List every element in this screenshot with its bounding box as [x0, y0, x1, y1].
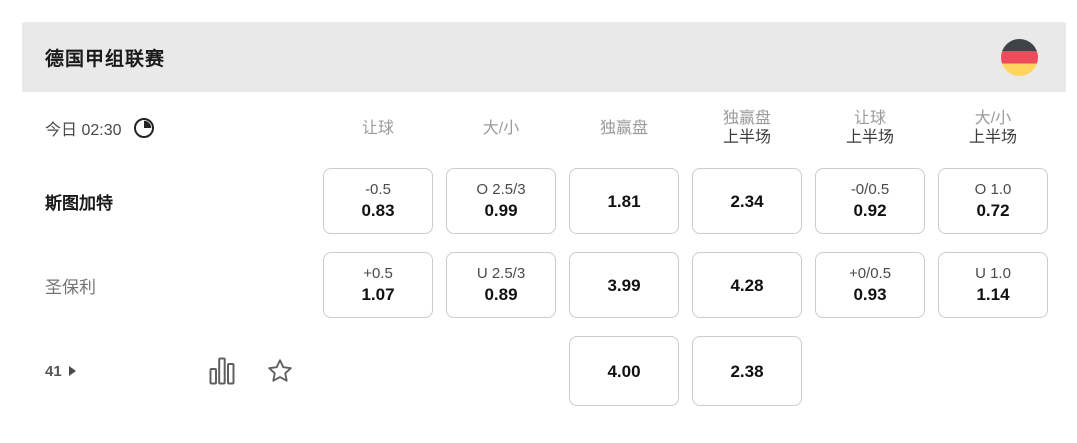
odds-home-moneyline[interactable]: 1.81: [569, 168, 679, 234]
odds-away-over-under[interactable]: U 2.5/3 0.89: [446, 252, 556, 318]
odds-draw-moneyline-first-half[interactable]: 2.38: [692, 336, 802, 406]
home-team-name: 斯图加特: [45, 193, 113, 213]
match-time-label: 今日 02:30: [45, 122, 122, 139]
odds-home-handicap[interactable]: -0.5 0.83: [323, 168, 433, 234]
germany-flag-icon: [1001, 38, 1038, 76]
odds-home-over-under-first-half[interactable]: O 1.0 0.72: [938, 168, 1048, 234]
stats-button[interactable]: [209, 357, 235, 385]
column-header-moneyline: 独赢盘: [599, 119, 648, 137]
star-icon: [267, 359, 292, 382]
column-header-handicap-first-half: 让球 上半场: [845, 110, 894, 146]
column-header-moneyline-first-half: 独赢盘 上半场: [722, 110, 771, 146]
column-header-over-under: 大/小: [482, 119, 520, 137]
odds-away-over-under-first-half[interactable]: U 1.0 1.14: [938, 252, 1048, 318]
right-caret-icon[interactable]: [68, 366, 76, 376]
league-header-bar: 德国甲组联赛: [22, 22, 1066, 92]
away-team-name: 圣保利: [45, 277, 96, 297]
column-header-over-under-first-half: 大/小 上半场: [968, 110, 1017, 146]
bar-chart-icon: [209, 357, 235, 385]
more-markets-count[interactable]: 41: [45, 362, 62, 380]
favorite-button[interactable]: [266, 357, 294, 385]
odds-away-moneyline[interactable]: 3.99: [569, 252, 679, 318]
odds-draw-moneyline[interactable]: 4.00: [569, 336, 679, 406]
match-footer: 41: [45, 336, 310, 406]
match-period-clock-icon: [133, 118, 154, 138]
column-header-handicap: 让球: [361, 119, 394, 137]
odds-away-handicap[interactable]: +0.5 1.07: [323, 252, 433, 318]
odds-home-handicap-first-half[interactable]: -0/0.5 0.92: [815, 168, 925, 234]
match-time: 今日 02:30: [45, 106, 310, 150]
odds-home-moneyline-first-half[interactable]: 2.34: [692, 168, 802, 234]
odds-grid: 今日 02:30 让球 大/小 独赢盘 独赢盘 上半场 让球 上半场 大/小 上…: [45, 106, 1077, 406]
odds-away-handicap-first-half[interactable]: +0/0.5 0.93: [815, 252, 925, 318]
league-title: 德国甲组联赛: [45, 48, 166, 70]
odds-away-moneyline-first-half[interactable]: 4.28: [692, 252, 802, 318]
odds-home-over-under[interactable]: O 2.5/3 0.99: [446, 168, 556, 234]
